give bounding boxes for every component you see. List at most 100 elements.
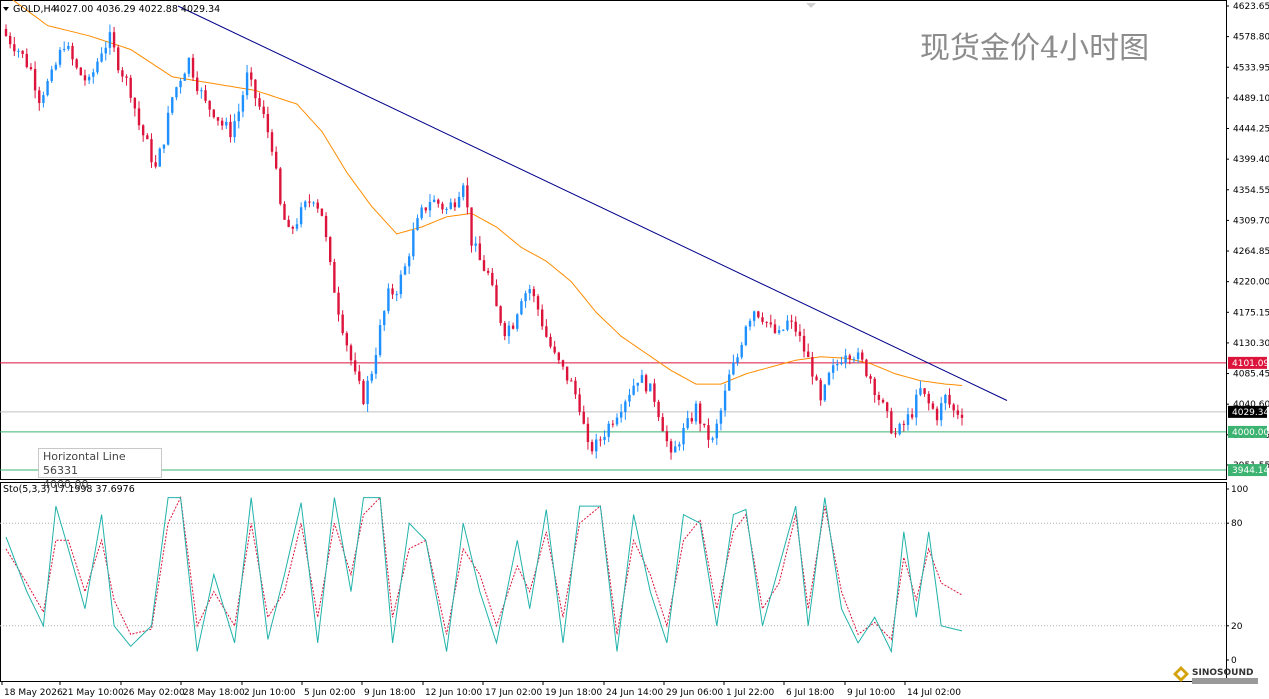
- stochastic-tick-label: 0: [1231, 656, 1237, 666]
- candle: [757, 310, 760, 319]
- candle: [640, 369, 644, 383]
- candle: [948, 388, 951, 408]
- candle: [441, 201, 444, 214]
- candle: [632, 378, 635, 396]
- candle: [761, 312, 764, 325]
- candle: [416, 214, 419, 231]
- candle: [844, 348, 847, 369]
- candle: [437, 198, 440, 208]
- candle: [362, 379, 365, 406]
- stochastic-main-line: [5, 497, 963, 654]
- candle: [694, 400, 698, 425]
- candle: [499, 305, 502, 326]
- price-tick-label: 4489.10: [1233, 94, 1269, 104]
- candle: [852, 356, 856, 363]
- candle: [75, 58, 78, 70]
- candle: [395, 290, 398, 302]
- price-badge-3: [1228, 464, 1267, 477]
- trendline[interactable]: [177, 5, 1008, 401]
- candle: [703, 423, 706, 428]
- candle: [129, 74, 132, 103]
- candle: [150, 133, 153, 168]
- candle: [736, 353, 739, 366]
- candle: [540, 304, 544, 330]
- horizontal-levels[interactable]: [0, 362, 1226, 471]
- candle: [590, 439, 594, 455]
- candle: [486, 267, 490, 276]
- price-axis[interactable]: 4623.65 4578.80 4533.95 4489.10 4444.25 4399.…: [1226, 2, 1269, 471]
- candle: [391, 283, 394, 300]
- candle: [553, 340, 556, 355]
- candle: [250, 67, 253, 87]
- candle: [586, 417, 590, 450]
- candle: [665, 425, 669, 447]
- time-tick-label: 29 Jun 06:00: [666, 688, 723, 698]
- candle: [624, 399, 627, 420]
- candle: [919, 380, 922, 397]
- time-tick-label: 17 Jun 02:00: [485, 688, 542, 698]
- candle: [299, 202, 303, 228]
- candle: [399, 270, 403, 299]
- candle: [196, 71, 199, 95]
- chart-watermark-title: 现货金价4小时图: [920, 31, 1149, 66]
- time-tick-label: 19 Jun 18:00: [545, 688, 602, 698]
- candle: [482, 255, 486, 272]
- price-tick-label: 4220.00: [1233, 278, 1269, 288]
- candle: [869, 373, 872, 384]
- candle: [283, 201, 286, 220]
- candle: [956, 404, 960, 420]
- candle: [295, 218, 299, 232]
- symbol-label: GOLD,H4: [13, 4, 57, 15]
- logo-text: SINOSOUND: [1192, 668, 1253, 678]
- candle: [898, 422, 901, 436]
- candle: [241, 91, 245, 118]
- candle: [29, 63, 33, 71]
- candle: [798, 324, 802, 342]
- candle: [366, 375, 369, 412]
- candle: [270, 129, 274, 156]
- candle: [229, 114, 232, 143]
- price-tick-label: 4309.70: [1233, 216, 1269, 226]
- price-tick-label: 4040.60: [1233, 400, 1269, 410]
- stochastic-signal-line: [5, 495, 963, 641]
- candle: [861, 349, 864, 363]
- candle: [324, 212, 328, 242]
- candle: [669, 438, 673, 460]
- candle: [902, 420, 906, 432]
- candle: [960, 408, 964, 426]
- price-tick-label: 4399.40: [1233, 155, 1269, 165]
- candle: [254, 79, 257, 107]
- candle: [944, 393, 947, 411]
- candle: [786, 315, 789, 332]
- candle: [831, 358, 835, 380]
- candle: [528, 284, 531, 301]
- candle: [478, 236, 482, 261]
- candle: [856, 347, 860, 364]
- candle: [885, 401, 889, 418]
- symbol-dropdown-icon[interactable]: [3, 7, 9, 11]
- price-badge-2: [1228, 425, 1267, 438]
- candle: [304, 200, 307, 211]
- time-tick-label: 2 Jun 10:00: [244, 688, 296, 698]
- candle: [511, 322, 515, 330]
- candle: [836, 359, 839, 371]
- candle: [927, 391, 930, 411]
- candle: [782, 329, 785, 332]
- time-tick-label: 9 Jun 18:00: [364, 688, 416, 698]
- time-tick-label: 18 May 2026: [4, 688, 63, 698]
- time-tick-label: 12 Jun 10:00: [425, 688, 482, 698]
- candle: [387, 283, 390, 314]
- price-badge-1: [1228, 405, 1267, 418]
- candle: [935, 406, 939, 426]
- downtrend-line[interactable]: [177, 5, 1008, 401]
- time-tick-label: 24 Jun 14:00: [606, 688, 663, 698]
- candle: [312, 201, 315, 207]
- candle: [952, 403, 955, 418]
- candle: [686, 410, 689, 430]
- pane-scroll-marker-icon[interactable]: [806, 3, 816, 8]
- candle: [38, 86, 41, 111]
- stochastic-axis: 100 80 20 0: [1226, 485, 1248, 666]
- candle: [17, 48, 20, 58]
